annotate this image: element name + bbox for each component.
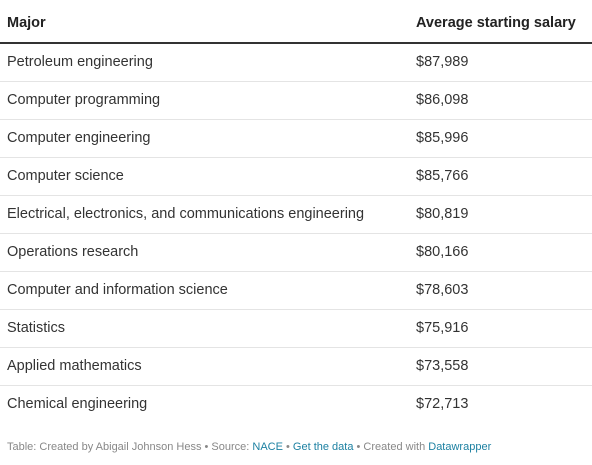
get-the-data-link[interactable]: Get the data <box>292 441 354 453</box>
salary-cell: $73,558 <box>409 347 592 386</box>
salary-cell: $86,098 <box>409 81 592 120</box>
table-row: Computer and information science $78,603 <box>0 271 592 310</box>
salary-cell: $80,819 <box>409 195 592 234</box>
major-cell: Operations research <box>0 233 409 272</box>
salary-table: Major Average starting salary Petroleum … <box>0 4 592 423</box>
major-cell: Computer and information science <box>0 271 409 310</box>
salary-cell: $78,603 <box>409 271 592 310</box>
table-row: Computer engineering $85,996 <box>0 119 592 158</box>
source-link[interactable]: NACE <box>252 441 283 453</box>
table-row: Applied mathematics $73,558 <box>0 347 592 386</box>
table-header-row: Major Average starting salary <box>0 4 592 44</box>
footer-credit: Table: Created by Abigail Johnson Hess •… <box>7 441 253 453</box>
major-cell: Applied mathematics <box>0 347 409 386</box>
major-cell: Chemical engineering <box>7 396 148 413</box>
salary-cell: $80,166 <box>409 233 592 272</box>
table-row: Computer science $85,766 <box>0 157 592 196</box>
major-cell: Petroleum engineering <box>0 43 409 82</box>
footer-separator: • <box>282 441 293 453</box>
salary-cell: $87,989 <box>409 43 592 82</box>
salary-cell: $85,766 <box>409 157 592 196</box>
major-cell: Computer engineering <box>0 119 409 158</box>
table-row: Statistics $75,916 <box>0 309 592 348</box>
table-row: Computer programming $86,098 <box>0 81 592 120</box>
table-body: Petroleum engineering $87,989 Computer pro… <box>0 43 592 423</box>
footer-created-with: • Created with <box>353 441 429 453</box>
major-cell: Computer science <box>0 157 409 196</box>
major-cell: Electrical, electronics, and communicati… <box>0 195 409 234</box>
table-row: Chemical engineering $72,713 <box>0 385 592 423</box>
salary-cell: $85,996 <box>409 119 592 158</box>
major-cell: Statistics <box>0 309 409 348</box>
major-cell: Computer programming <box>0 81 409 120</box>
salary-cell: $72,713 <box>416 396 469 413</box>
table-row: Operations research $80,166 <box>0 233 592 272</box>
column-header-major: Major <box>0 4 409 44</box>
table-row: Petroleum engineering $87,989 <box>0 43 592 82</box>
datawrapper-link[interactable]: Datawrapper <box>428 441 492 453</box>
salary-cell: $75,916 <box>409 309 592 348</box>
table-row: Electrical, electronics, and communicati… <box>0 195 592 234</box>
column-header-salary: Average starting salary <box>409 4 592 44</box>
table-footer: Table: Created by Abigail Johnson Hess •… <box>7 441 491 453</box>
